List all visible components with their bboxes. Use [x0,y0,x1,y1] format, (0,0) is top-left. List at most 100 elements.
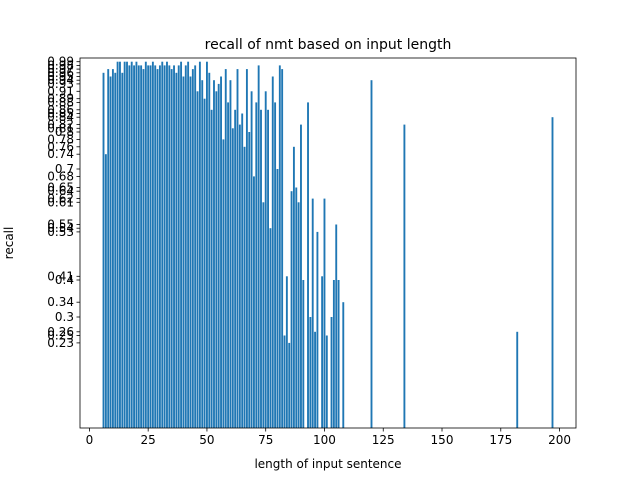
bar [332,280,335,428]
bar [104,154,107,428]
bar [137,65,140,429]
bar [243,146,246,429]
bar [269,228,272,428]
y-tick-label: 0.3 [55,310,74,324]
bar [123,61,126,428]
bar [302,280,305,428]
bar [215,91,218,429]
bar [128,65,131,429]
y-tick-label: 0.78 [47,132,74,146]
bar [309,317,312,428]
y-tick-label: 0.98 [47,58,74,72]
bar [335,224,338,428]
bar [140,65,143,429]
bar [135,61,138,428]
y-tick-label: 0.99 [47,55,74,69]
bar [158,65,161,429]
bar [245,69,248,428]
bar-series [102,61,554,429]
y-tick-label: 0.23 [47,336,74,350]
y-axis-label: recall [2,227,16,260]
bar [516,331,519,428]
bar [147,65,150,429]
bar [213,80,215,428]
y-tick-label: 0.89 [47,92,74,106]
bar [109,76,112,428]
bar [316,231,319,428]
bar [119,61,121,428]
bar [187,61,190,428]
y-tick-label: 0.95 [47,70,74,84]
bar [116,61,119,428]
bar [241,113,244,428]
bar [295,187,298,428]
bar [236,69,239,428]
bar [210,109,213,429]
bar [184,65,187,429]
bar [154,65,157,429]
bar [283,335,286,428]
y-tick-label: 0.76 [47,140,74,154]
bar [290,191,293,428]
x-tick-label: 175 [489,433,512,447]
bar [403,124,406,428]
x-tick-label: 50 [199,433,214,447]
y-tick-label: 0.94 [47,73,74,87]
y-tick-label: 0.84 [47,110,74,124]
bar [130,61,133,428]
bar [238,124,241,428]
y-tick-label: 0.54 [47,221,74,235]
chart-title: recall of nmt based on input length [205,37,452,53]
bar [182,76,185,428]
bar [168,65,171,429]
y-tick-label: 0.88 [47,95,74,109]
bar [222,139,225,428]
y-tick-label: 0.93 [47,77,74,91]
x-tick-label: 125 [372,433,395,447]
bar [325,335,328,428]
bar [177,65,180,429]
bar [370,80,373,428]
y-tick-label: 0.81 [47,121,74,135]
y-tick-label: 0.53 [47,225,74,239]
bar [107,69,110,428]
bar [170,69,173,428]
y-tick-label: 0.86 [47,103,74,117]
y-tick-label: 0.62 [47,192,74,206]
bar [189,76,192,428]
bar [255,102,258,429]
bar [257,65,260,429]
bar [180,61,183,428]
bar [300,124,302,428]
bar [321,276,324,428]
bar [231,128,234,429]
bar [227,102,230,429]
bar [260,109,262,429]
y-tick-label: 0.97 [47,62,74,76]
bar [234,109,237,429]
y-tick-label: 0.4 [55,273,74,287]
bar [198,61,201,428]
x-axis-label: length of input sentence [254,457,401,471]
bar [337,280,340,428]
bar [271,76,274,428]
bar [151,61,154,428]
bar [191,69,194,428]
bar [203,98,206,428]
bar [276,169,279,428]
bar [323,198,326,428]
y-tick-label: 0.8 [55,125,74,139]
bar [267,109,269,429]
y-tick-label: 0.26 [47,325,74,339]
bar [264,91,267,429]
bar [342,302,345,428]
y-tick-label: 0.96 [47,66,74,80]
x-tick-label: 25 [141,433,156,447]
y-tick-label: 0.55 [47,218,74,232]
bar [206,61,208,428]
x-tick-label: 75 [258,433,273,447]
bar [292,146,295,429]
bar [142,69,145,428]
y-tick-label: 0.7 [55,162,74,176]
